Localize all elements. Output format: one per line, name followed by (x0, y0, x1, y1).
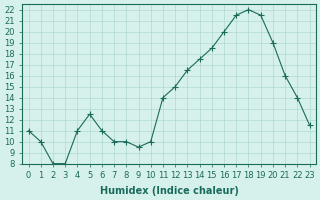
X-axis label: Humidex (Indice chaleur): Humidex (Indice chaleur) (100, 186, 238, 196)
